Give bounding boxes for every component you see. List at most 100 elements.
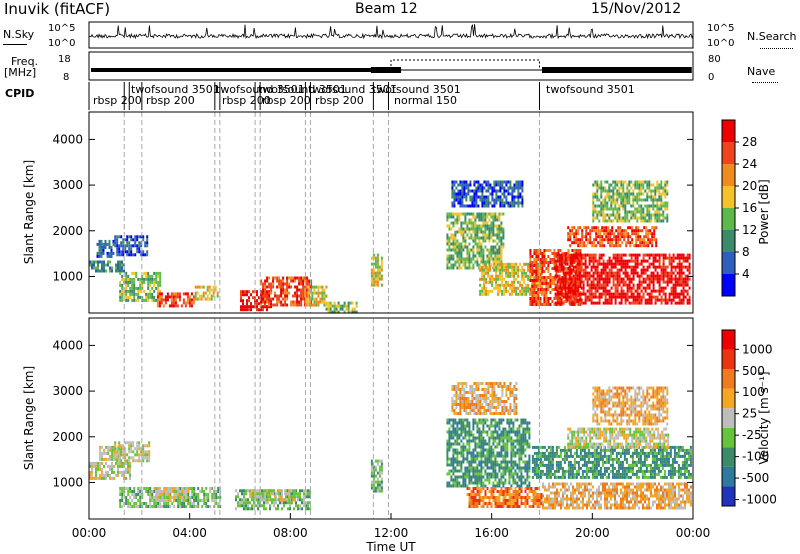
data-cell (111, 451, 114, 455)
data-cell (529, 258, 532, 261)
data-cell (672, 253, 675, 257)
data-cell (634, 259, 637, 263)
data-cell (580, 256, 583, 260)
data-cell (592, 198, 595, 202)
data-cell (476, 442, 479, 446)
data-cell (458, 242, 461, 246)
data-cell (602, 216, 605, 220)
nave-label: Nave (747, 65, 776, 78)
data-cell (641, 244, 644, 248)
data-cell (161, 499, 164, 502)
data-cell (652, 207, 655, 211)
data-cell (642, 186, 645, 190)
data-cell (495, 280, 498, 284)
data-cell (297, 507, 299, 511)
data-cell (632, 213, 635, 217)
data-cell (491, 289, 494, 293)
data-cell (652, 189, 655, 193)
nsearch-legend-line (760, 48, 793, 49)
data-cell (465, 198, 468, 202)
data-cell (496, 218, 499, 222)
data-cell (504, 436, 507, 440)
data-cell (246, 305, 248, 309)
data-cell (595, 238, 598, 242)
data-cell (165, 496, 168, 499)
data-cell (634, 210, 637, 214)
data-cell (480, 481, 483, 485)
data-cell (335, 307, 338, 311)
data-cell (121, 493, 124, 496)
data-cell (646, 180, 649, 184)
data-cell (618, 271, 621, 275)
data-cell (531, 300, 534, 303)
data-cell (666, 256, 669, 260)
data-cell (604, 204, 607, 208)
data-cell (498, 421, 501, 425)
data-cell (101, 476, 103, 480)
data-cell (211, 499, 214, 502)
data-cell (535, 261, 538, 264)
data-cell (608, 256, 611, 260)
data-cell (132, 450, 135, 454)
data-cell (610, 198, 613, 202)
data-cell (564, 274, 567, 278)
data-cell (480, 433, 483, 437)
data-cell (632, 189, 635, 193)
data-cell (103, 464, 105, 468)
data-cell (452, 478, 455, 482)
data-cell (612, 265, 615, 269)
data-cell (465, 186, 468, 190)
data-cell (556, 286, 559, 290)
data-cell (117, 473, 119, 477)
data-cell (606, 271, 609, 275)
data-cell (118, 441, 121, 445)
data-cell (549, 297, 552, 300)
data-cell (566, 262, 569, 266)
data-cell (670, 262, 673, 266)
data-cell (462, 236, 465, 240)
data-cell (523, 280, 526, 284)
data-cell (165, 490, 168, 493)
data-cell (121, 266, 123, 270)
data-cell (504, 457, 507, 461)
data-cell (468, 478, 471, 482)
data-cell (129, 292, 132, 296)
data-cell (600, 274, 603, 278)
data-cell (476, 263, 479, 267)
data-cell (467, 183, 470, 187)
data-cell (247, 507, 249, 511)
data-cell (460, 466, 463, 470)
data-cell (585, 244, 588, 248)
data-cell (372, 471, 375, 475)
data-cell (502, 212, 505, 216)
data-cell (482, 466, 485, 470)
data-cell (645, 226, 648, 230)
data-cell (169, 496, 172, 499)
data-cell (602, 301, 605, 305)
data-cell (572, 301, 575, 305)
data-cell (127, 493, 130, 496)
data-cell (470, 460, 473, 464)
data-cell (168, 295, 171, 299)
data-cell (504, 442, 507, 446)
data-cell (149, 280, 152, 284)
data-cell (622, 283, 625, 287)
cpid-entry: twofsound 3501 (372, 83, 461, 96)
data-cell (459, 201, 462, 205)
data-cell (119, 493, 122, 496)
data-cell (101, 454, 104, 458)
data-cell (648, 189, 651, 193)
data-cell (119, 461, 121, 465)
data-cell (278, 498, 281, 502)
data-cell (648, 216, 651, 220)
data-cell (482, 263, 485, 267)
data-cell (594, 259, 597, 263)
data-cell (631, 229, 634, 233)
data-cell (468, 221, 471, 225)
data-cell (262, 282, 265, 286)
data-cell (500, 481, 503, 485)
data-cell (547, 285, 550, 288)
data-cell (616, 271, 619, 275)
nsky-tick-top: 10^5 (48, 23, 76, 34)
data-cell (101, 269, 103, 273)
